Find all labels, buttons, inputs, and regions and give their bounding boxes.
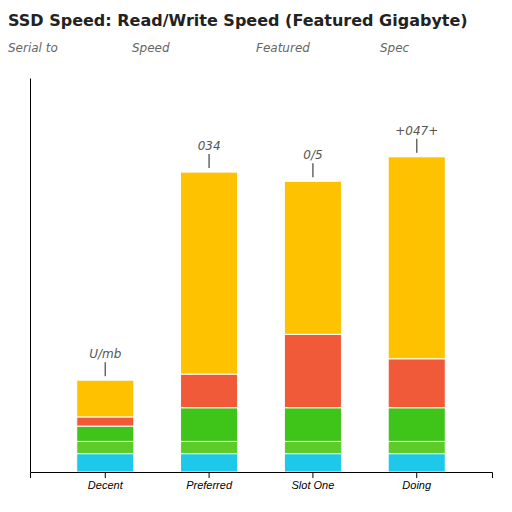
bar-segment (388, 359, 445, 408)
series (77, 157, 446, 417)
annotation: +047+ (395, 124, 438, 138)
bar-segment (181, 408, 238, 442)
plot: Decent Preferred Slot One Doing U/mb 034 0/5 +0… (31, 79, 493, 491)
annotation-connector (105, 362, 107, 376)
bar-segment (77, 441, 134, 453)
x-tick-label: Decent (88, 479, 124, 491)
bar-segment (388, 157, 445, 359)
bar-segment (284, 334, 341, 407)
bar-segment (388, 408, 445, 442)
bar-segment (181, 441, 238, 453)
annotation: 0/5 (303, 148, 322, 162)
annotation-connector (416, 139, 418, 153)
x-tick-mark (416, 472, 417, 478)
bar-segment (388, 441, 445, 453)
bar-segment (77, 417, 134, 426)
bar-segment (388, 454, 445, 472)
x-tick: Decent (88, 472, 124, 491)
chart: SSD Speed: Read/Write Speed (Featured Gi… (0, 0, 512, 512)
subtitle: Featured (256, 41, 310, 55)
x-tick-label: Doing (402, 479, 432, 491)
bar-segment (77, 426, 134, 441)
annotation-connector (312, 163, 314, 177)
y-axis-line (30, 79, 31, 473)
x-tick-mark (312, 472, 313, 478)
bar-segment (77, 454, 134, 472)
annotations: U/mb 034 0/5 +047+ (89, 124, 438, 376)
bar-segment (77, 380, 134, 417)
bar-segment (181, 172, 238, 374)
bar-segment (181, 454, 238, 472)
subtitle: Spec (380, 41, 410, 55)
annotation: 034 (198, 139, 221, 153)
title: SSD Speed: Read/Write Speed (Featured Gi… (8, 11, 468, 30)
x-tick-mark (209, 472, 210, 478)
annotation-connector (208, 154, 210, 168)
bar-segment (284, 181, 341, 334)
x-tick-mark (105, 472, 106, 478)
x-tick: Preferred (186, 472, 233, 491)
x-axis: Decent Preferred Slot One Doing (31, 472, 493, 491)
bar-segment (284, 408, 341, 442)
x-axis-line (31, 473, 493, 479)
bar-segment (181, 374, 238, 408)
bar-segment (284, 454, 341, 472)
bars (77, 157, 446, 472)
x-tick-label: Slot One (292, 479, 335, 491)
x-tick: Doing (402, 472, 432, 491)
annotation: U/mb (89, 347, 122, 361)
x-tick-label: Preferred (186, 479, 233, 491)
y-axis (30, 79, 31, 473)
series (77, 454, 446, 472)
x-tick: Slot One (292, 472, 335, 491)
subtitle: Serial to (8, 41, 58, 55)
series (77, 441, 446, 453)
bar-segment (284, 441, 341, 453)
subtitle: Speed (132, 41, 170, 55)
